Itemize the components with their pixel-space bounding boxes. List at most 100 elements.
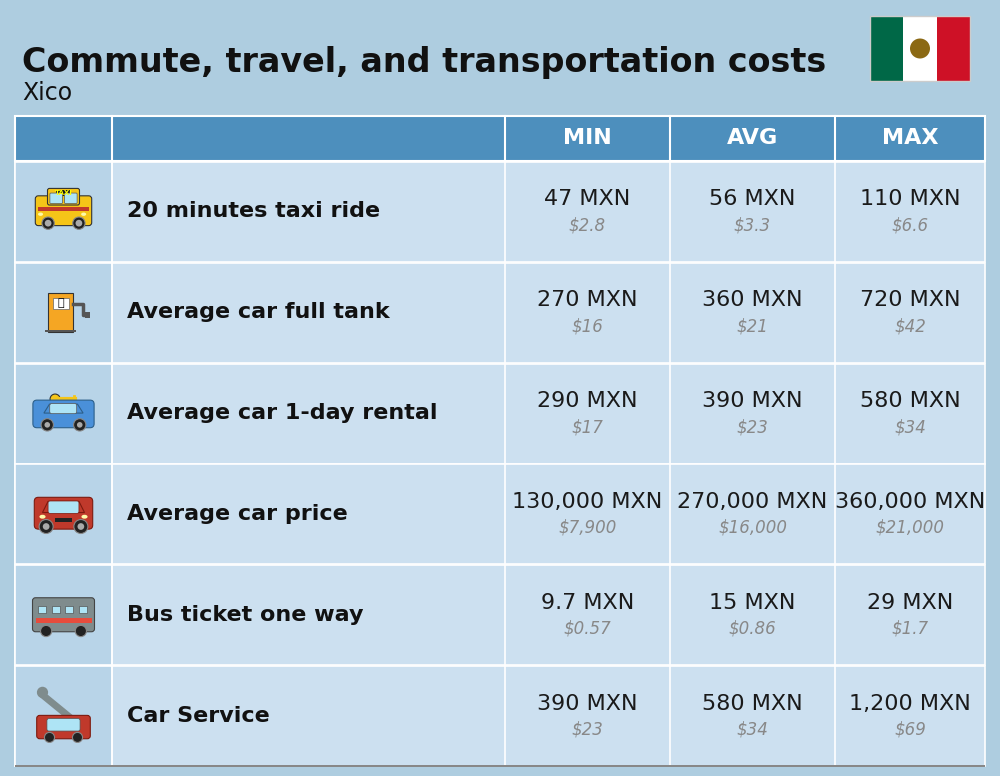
Bar — [55, 518, 72, 521]
Circle shape — [77, 422, 83, 428]
Text: 270 MXN: 270 MXN — [537, 290, 638, 310]
Text: $2.8: $2.8 — [569, 217, 606, 234]
Text: Average car price: Average car price — [127, 504, 348, 524]
Text: Average car 1-day rental: Average car 1-day rental — [127, 403, 438, 423]
Text: 56 MXN: 56 MXN — [709, 189, 796, 210]
Bar — [870, 16, 903, 81]
Text: $1.7: $1.7 — [891, 620, 929, 638]
Bar — [15, 465, 112, 564]
Text: Car Service: Car Service — [127, 705, 270, 726]
Text: Bus ticket one way: Bus ticket one way — [127, 605, 364, 625]
Text: $23: $23 — [572, 721, 603, 739]
Text: $34: $34 — [737, 721, 768, 739]
Text: 360 MXN: 360 MXN — [702, 290, 803, 310]
Bar — [15, 364, 985, 463]
Circle shape — [72, 733, 83, 743]
Bar — [15, 116, 985, 161]
Text: $16: $16 — [572, 317, 603, 335]
Bar — [15, 765, 985, 767]
FancyBboxPatch shape — [48, 189, 80, 205]
Bar — [84, 312, 90, 318]
Bar — [15, 263, 112, 362]
Text: 270,000 MXN: 270,000 MXN — [677, 492, 828, 512]
Circle shape — [50, 394, 60, 404]
Text: 20 minutes taxi ride: 20 minutes taxi ride — [127, 202, 380, 221]
Bar — [903, 16, 937, 81]
Text: 390 MXN: 390 MXN — [702, 391, 803, 411]
FancyBboxPatch shape — [35, 196, 92, 226]
Text: Commute, travel, and transportation costs: Commute, travel, and transportation cost… — [22, 46, 826, 79]
Text: MIN: MIN — [563, 129, 612, 148]
Circle shape — [42, 217, 54, 230]
Text: AVG: AVG — [727, 129, 778, 148]
Text: MAX: MAX — [882, 129, 938, 148]
FancyBboxPatch shape — [48, 501, 79, 514]
Circle shape — [37, 687, 48, 698]
Circle shape — [39, 519, 53, 534]
Bar — [52, 605, 60, 613]
FancyBboxPatch shape — [37, 715, 90, 739]
Bar — [36, 618, 92, 622]
FancyBboxPatch shape — [64, 193, 77, 203]
Text: 130,000 MXN: 130,000 MXN — [512, 492, 663, 512]
FancyBboxPatch shape — [33, 400, 94, 428]
Text: TAXI: TAXI — [55, 190, 72, 196]
Text: $0.86: $0.86 — [729, 620, 776, 638]
Bar — [15, 364, 112, 463]
Circle shape — [44, 733, 55, 743]
Circle shape — [74, 519, 88, 534]
Circle shape — [78, 523, 84, 530]
Bar — [15, 666, 112, 766]
Bar — [38, 605, 46, 613]
Bar — [15, 104, 985, 116]
Text: Average car full tank: Average car full tank — [127, 302, 390, 322]
Bar — [15, 465, 985, 564]
FancyBboxPatch shape — [34, 497, 93, 529]
Bar — [79, 605, 87, 613]
Text: $6.6: $6.6 — [891, 217, 929, 234]
Circle shape — [910, 39, 930, 58]
Text: $3.3: $3.3 — [734, 217, 771, 234]
Text: 29 MXN: 29 MXN — [867, 593, 953, 613]
Text: 390 MXN: 390 MXN — [537, 694, 638, 714]
Bar — [870, 16, 970, 81]
Ellipse shape — [81, 213, 86, 216]
Text: $21: $21 — [737, 317, 768, 335]
Circle shape — [73, 217, 85, 230]
Circle shape — [76, 220, 82, 227]
Text: Xico: Xico — [22, 81, 72, 105]
FancyBboxPatch shape — [47, 719, 80, 731]
Text: 15 MXN: 15 MXN — [709, 593, 796, 613]
Text: 💧: 💧 — [57, 298, 64, 308]
Text: $21,000: $21,000 — [876, 519, 944, 537]
Text: $23: $23 — [737, 418, 768, 436]
Text: 360,000 MXN: 360,000 MXN — [835, 492, 985, 512]
Bar — [48, 293, 73, 332]
Text: $34: $34 — [894, 418, 926, 436]
Circle shape — [75, 625, 86, 636]
FancyBboxPatch shape — [50, 193, 63, 203]
Text: $69: $69 — [894, 721, 926, 739]
Text: 47 MXN: 47 MXN — [544, 189, 631, 210]
Text: 1,200 MXN: 1,200 MXN — [849, 694, 971, 714]
Bar — [53, 298, 69, 310]
Bar — [15, 666, 985, 766]
Text: 720 MXN: 720 MXN — [860, 290, 960, 310]
Text: 580 MXN: 580 MXN — [860, 391, 960, 411]
Circle shape — [43, 523, 50, 530]
Bar — [15, 566, 112, 665]
FancyBboxPatch shape — [32, 598, 94, 632]
Bar — [937, 16, 970, 81]
Bar — [65, 605, 73, 613]
Text: 9.7 MXN: 9.7 MXN — [541, 593, 634, 613]
Text: 580 MXN: 580 MXN — [702, 694, 803, 714]
Text: 110 MXN: 110 MXN — [860, 189, 960, 210]
Ellipse shape — [81, 514, 88, 518]
Ellipse shape — [39, 514, 46, 518]
Circle shape — [74, 419, 86, 431]
Bar — [15, 162, 985, 262]
Circle shape — [45, 220, 51, 227]
Circle shape — [44, 422, 50, 428]
Polygon shape — [42, 501, 84, 512]
Text: $7,900: $7,900 — [558, 519, 617, 537]
